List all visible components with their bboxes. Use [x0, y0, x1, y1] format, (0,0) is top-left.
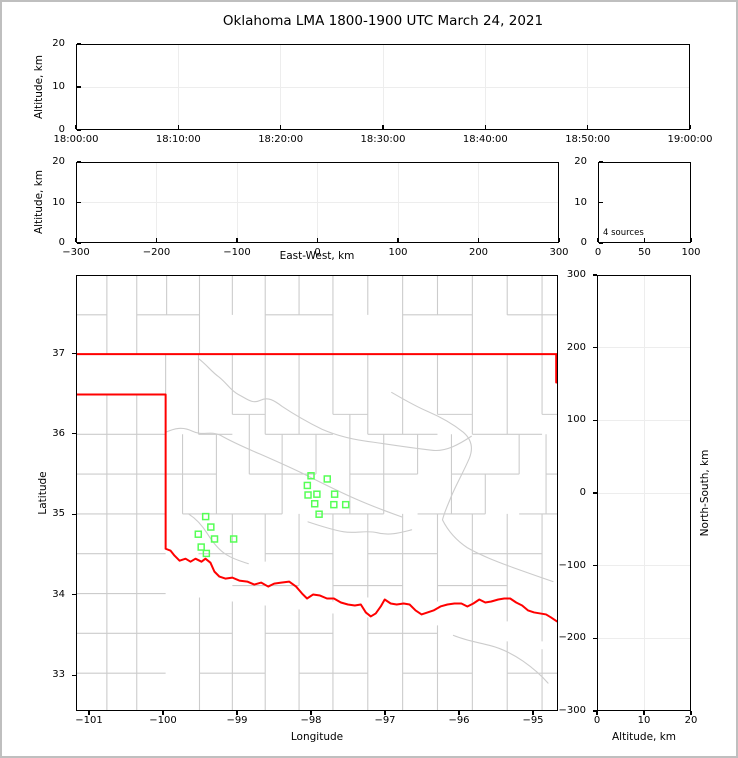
lightning-source-marker	[330, 500, 338, 509]
time-panel-ylabel: Altitude, km	[33, 54, 45, 120]
x-tick-label: −200	[142, 247, 171, 258]
y-tick-label: 20	[52, 38, 65, 49]
y-tick-label: 0	[579, 487, 586, 498]
y-tick-label: 0	[580, 237, 587, 248]
y-tick-label: 20	[52, 156, 65, 167]
lightning-source-marker	[313, 490, 321, 498]
x-tick-mark	[690, 711, 692, 715]
x-tick-mark	[162, 711, 164, 715]
x-tick-mark	[532, 711, 534, 715]
y-tick-label: 35	[52, 508, 65, 520]
lightning-source-marker	[304, 491, 312, 499]
panel-plan-view-map[interactable]	[76, 275, 558, 711]
panel-time-altitude[interactable]	[76, 44, 690, 130]
map-xlabel: Longitude	[290, 731, 344, 743]
y-tick-label: 0	[58, 237, 65, 248]
x-tick-label: 0	[593, 715, 601, 726]
x-tick-label: 20	[684, 715, 698, 726]
y-tick-label: −300	[558, 705, 586, 716]
x-tick-mark	[596, 711, 598, 715]
lightning-source-marker	[315, 510, 323, 518]
x-tick-label: −96	[448, 715, 470, 726]
x-tick-label: 300	[549, 247, 569, 258]
chart-title: Oklahoma LMA 1800-1900 UTC March 24, 202…	[222, 13, 544, 29]
x-tick-label: 200	[468, 247, 489, 258]
y-tick-label: 300	[566, 269, 586, 280]
y-tick-label: 0	[58, 124, 65, 135]
lightning-source-marker	[202, 549, 211, 558]
y-tick-label: 34	[52, 588, 65, 600]
x-tick-mark	[236, 711, 238, 715]
y-tick-label: 10	[52, 81, 65, 92]
sources-count-label: 4 sources	[603, 228, 644, 238]
y-tick-label: 10	[574, 196, 587, 208]
x-tick-label: 18:40:00	[462, 134, 508, 145]
y-tick-label: 33	[52, 669, 65, 681]
x-tick-mark	[458, 711, 460, 715]
lightning-source-marker	[197, 543, 205, 551]
x-tick-mark	[384, 711, 386, 715]
ns-panel-ylabel: North-South, km	[699, 449, 711, 537]
lightning-sources-layer	[194, 472, 350, 558]
x-tick-label: −300	[62, 247, 90, 258]
state-boundary	[77, 353, 557, 623]
x-tick-label: 100	[388, 247, 408, 258]
panel-altitude-histogram[interactable]: 4 sources	[598, 162, 691, 243]
x-tick-label: −100	[223, 247, 251, 258]
ns-panel-xlabel: Altitude, km	[611, 731, 677, 743]
x-tick-label: 50	[638, 247, 651, 258]
lightning-source-marker	[229, 535, 238, 543]
y-tick-label: −100	[558, 559, 586, 571]
lightning-source-marker	[341, 500, 350, 509]
lightning-source-marker	[201, 512, 210, 521]
ew-panel-xlabel: East-West, km	[279, 250, 355, 262]
lightning-source-marker	[307, 472, 315, 480]
x-tick-label: −98	[300, 715, 322, 726]
county-boundaries	[77, 276, 557, 710]
x-tick-label: 19:00:00	[667, 134, 713, 145]
lightning-source-marker	[323, 475, 331, 483]
oklahoma-map	[77, 276, 557, 710]
y-tick-label: −200	[558, 632, 586, 644]
x-tick-label: −97	[374, 715, 396, 726]
x-tick-label: 100	[681, 247, 701, 258]
x-tick-label: 18:20:00	[258, 134, 304, 145]
x-tick-label: 18:00:00	[53, 134, 99, 145]
x-tick-label: 18:30:00	[360, 134, 406, 145]
y-tick-label: 36	[52, 427, 65, 439]
x-tick-label: −101	[75, 715, 103, 726]
ew-panel-ylabel: Altitude, km	[33, 169, 45, 235]
y-tick-label: 20	[574, 156, 587, 167]
x-tick-label: −99	[226, 715, 248, 726]
x-tick-label: −95	[522, 715, 544, 726]
river-lines	[165, 358, 554, 684]
x-tick-label: 0	[594, 247, 602, 258]
x-tick-label: 18:10:00	[155, 134, 201, 145]
lightning-source-marker	[194, 530, 203, 538]
lightning-source-marker	[210, 535, 219, 543]
lightning-source-marker	[310, 500, 319, 508]
x-tick-label: 18:50:00	[565, 134, 611, 145]
y-tick-label: 37	[52, 347, 65, 359]
y-tick-label: 100	[566, 414, 586, 426]
x-tick-mark	[643, 711, 645, 715]
x-tick-mark	[88, 711, 90, 715]
map-ylabel: Latitude	[37, 471, 49, 515]
lightning-source-marker	[207, 523, 215, 531]
panel-northsouth-altitude[interactable]	[597, 275, 691, 711]
lightning-source-marker	[303, 481, 312, 490]
panel-eastwest-altitude[interactable]	[76, 162, 559, 243]
y-tick-label: 200	[566, 341, 586, 353]
x-tick-label: 10	[637, 715, 651, 726]
x-tick-mark	[310, 711, 312, 715]
x-tick-label: −100	[149, 715, 177, 726]
y-tick-label: 10	[52, 196, 65, 208]
lightning-source-marker	[330, 490, 339, 498]
